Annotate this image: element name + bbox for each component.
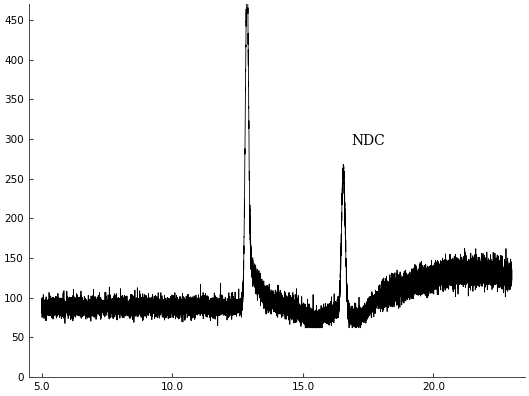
Text: NDC: NDC <box>351 133 385 148</box>
